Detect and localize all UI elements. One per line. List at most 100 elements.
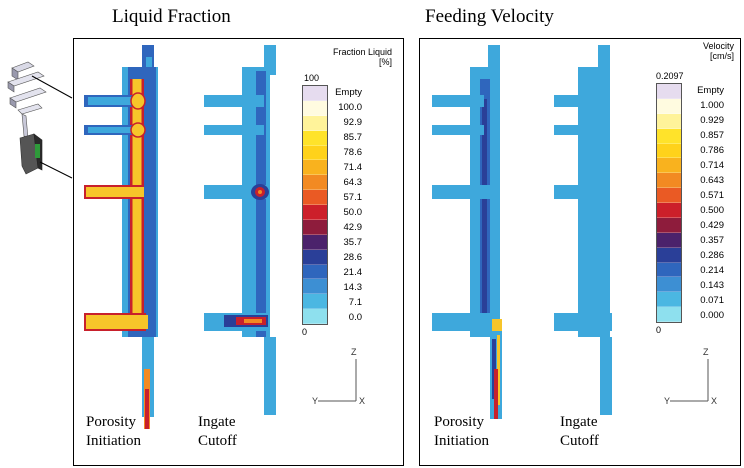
axis-x-label: X — [711, 396, 717, 405]
color-scale-swatch — [657, 203, 681, 218]
legend-label: 78.6 — [343, 147, 363, 158]
legend-label: 85.7 — [343, 132, 363, 143]
color-scale-swatch — [303, 234, 327, 250]
caption-line: Porosity — [86, 414, 137, 430]
legend-title-line1: Fraction Liquid — [332, 47, 392, 57]
color-scale-swatch — [657, 277, 681, 293]
casting-ingate-cutoff — [204, 45, 276, 415]
legend-label: 0.500 — [700, 205, 724, 216]
legend-label: 71.4 — [343, 162, 363, 173]
caption-line: Initiation — [86, 433, 141, 449]
axis-z-label: Z — [351, 347, 357, 357]
legend-title-line2: [%] — [378, 57, 392, 67]
color-scale-swatch — [657, 128, 681, 144]
color-scale-swatch — [303, 279, 327, 295]
legend-title: Fraction Liquid [%] — [310, 47, 392, 67]
legend-title: Velocity [cm/s] — [656, 41, 734, 61]
caption-line: Cutoff — [198, 433, 237, 449]
legend-label: Empty — [697, 85, 724, 96]
legend-label: 57.1 — [343, 192, 363, 203]
casting-porosity-initiation — [432, 45, 502, 419]
legend-label: 0.286 — [700, 250, 724, 261]
legend-title-line1: Velocity — [702, 41, 734, 51]
liquid-fraction-simulation — [84, 45, 276, 429]
legend-labels: Empty 100.0 92.9 85.7 78.6 71.4 64.3 57.1 50.0 42… — [330, 85, 362, 325]
color-scale-swatch — [657, 247, 681, 263]
axis-y-label: Y — [312, 396, 318, 405]
legend-top-value: 100 — [304, 73, 320, 83]
legend-label: 21.4 — [343, 267, 363, 278]
casting-ingate-cutoff — [554, 45, 612, 415]
legend-label: 35.7 — [343, 237, 363, 248]
color-scale-swatch — [303, 130, 327, 146]
legend-label: 7.1 — [348, 297, 362, 308]
color-scale-swatch — [303, 190, 327, 205]
liquid-fraction-panel: Fraction Liquid [%] 100 Empty 100.0 92.9 85… — [73, 38, 404, 466]
color-scale-swatch — [303, 145, 327, 161]
color-scale-swatch — [303, 205, 327, 220]
color-scale-bar — [656, 83, 682, 323]
color-scale-bar — [302, 85, 328, 325]
legend-label: 0.0 — [348, 312, 362, 323]
legend-label: 0.643 — [700, 175, 724, 186]
color-scale-swatch — [657, 113, 681, 129]
axis-triad: Z Y X — [312, 347, 365, 405]
casting-3d-thumbnail — [7, 61, 73, 179]
axis-x-label: X — [359, 396, 365, 405]
color-scale-swatch — [657, 84, 681, 99]
color-scale-swatch — [303, 86, 327, 101]
color-scale-swatch — [303, 160, 327, 176]
caption-ingate-cutoff: Ingate Cutoff — [198, 413, 237, 451]
caption-line: Ingate — [560, 414, 598, 430]
legend-label: 0.786 — [700, 145, 724, 156]
color-scale-swatch — [657, 98, 681, 114]
legend-label: 0.071 — [700, 295, 724, 306]
axis-y-label: Y — [664, 396, 670, 405]
color-scale-swatch — [303, 309, 327, 324]
feeding-velocity-simulation — [432, 45, 612, 419]
feeding-velocity-title: Feeding Velocity — [425, 6, 554, 27]
color-scale-swatch — [657, 232, 681, 248]
color-scale-swatch — [303, 115, 327, 131]
caption-ingate-cutoff: Ingate Cutoff — [560, 413, 599, 451]
legend-label: 0.143 — [700, 280, 724, 291]
legend-label: 100.0 — [338, 102, 362, 113]
color-scale-swatch — [303, 100, 327, 116]
legend-label: 0.571 — [700, 190, 724, 201]
legend-label: 0.714 — [700, 160, 724, 171]
liquid-fraction-title: Liquid Fraction — [112, 6, 231, 27]
legend-label: 28.6 — [343, 252, 363, 263]
legend-label: 42.9 — [343, 222, 363, 233]
legend-label: 0.857 — [700, 130, 724, 141]
color-scale-swatch — [303, 294, 327, 310]
legend-label: 92.9 — [343, 117, 363, 128]
color-scale-swatch — [657, 292, 681, 308]
color-scale-swatch — [657, 262, 681, 278]
color-scale-swatch — [303, 175, 327, 191]
caption-porosity-initiation: Porosity Initiation — [86, 413, 141, 451]
feeding-velocity-panel: Velocity [cm/s] 0.2097 Empty 1.000 0.929 0.… — [419, 38, 741, 466]
caption-line: Porosity — [434, 414, 485, 430]
caption-porosity-initiation: Porosity Initiation — [434, 413, 489, 451]
legend-label: Empty — [335, 87, 362, 98]
legend-top-value: 0.2097 — [656, 71, 684, 81]
legend-labels: Empty 1.000 0.929 0.857 0.786 0.714 0.643 0.571… — [684, 83, 724, 323]
caption-line: Ingate — [198, 414, 236, 430]
legend-label: 0.000 — [700, 310, 724, 321]
legend-label: 1.000 — [700, 100, 724, 111]
color-scale-swatch — [657, 158, 681, 174]
legend-bottom-value: 0 — [656, 325, 662, 335]
color-scale-swatch — [303, 264, 327, 280]
color-scale-swatch — [303, 249, 327, 265]
legend-label: 0.929 — [700, 115, 724, 126]
legend-label: 64.3 — [343, 177, 363, 188]
color-scale-swatch — [657, 173, 681, 189]
legend-bottom-value: 0 — [302, 327, 308, 337]
casting-porosity-initiation — [84, 45, 158, 429]
color-scale-swatch — [657, 217, 681, 233]
legend-label: 0.429 — [700, 220, 724, 231]
axis-z-label: Z — [703, 347, 709, 357]
caption-line: Initiation — [434, 433, 489, 449]
legend-label: 14.3 — [343, 282, 363, 293]
legend-label: 50.0 — [343, 207, 363, 218]
